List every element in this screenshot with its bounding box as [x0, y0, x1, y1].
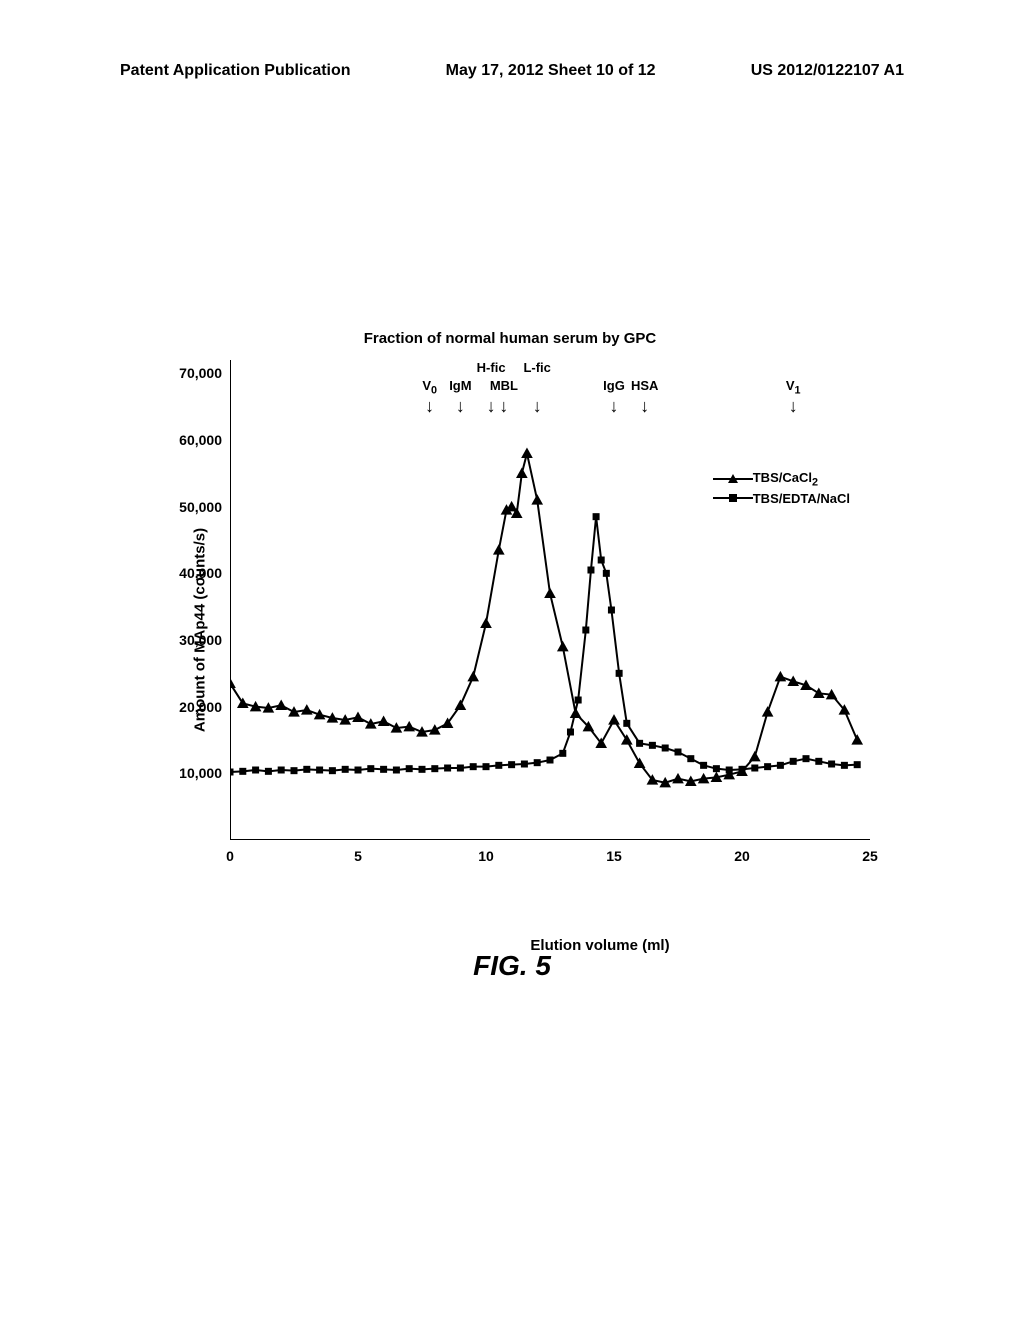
square-icon [713, 492, 753, 504]
y-tick-label: 70,000 [162, 365, 222, 381]
triangle-icon [713, 473, 753, 485]
plot-area: 10,00020,00030,00040,00050,00060,00070,0… [230, 360, 870, 840]
down-arrow-icon: ↓ [610, 396, 619, 417]
figure-label: FIG. 5 [0, 950, 1024, 982]
x-tick-label: 10 [478, 848, 494, 864]
plot-svg [230, 360, 870, 840]
x-tick-label: 25 [862, 848, 878, 864]
legend-row: TBS/CaCl2 [713, 470, 850, 489]
legend-label-1: TBS/CaCl2 [753, 470, 818, 489]
page-header: Patent Application Publication May 17, 2… [0, 62, 1024, 80]
down-arrow-icon: ↓ [640, 396, 649, 417]
down-arrow-icon: ↓ [789, 396, 798, 417]
x-tick-label: 5 [354, 848, 362, 864]
chart-annotation: IgM [449, 378, 471, 393]
down-arrow-icon: ↓ [425, 396, 434, 417]
y-tick-label: 50,000 [162, 499, 222, 515]
down-arrow-icon: ↓ [487, 396, 496, 417]
chart-annotation: L-fic [523, 360, 550, 375]
x-tick-label: 0 [226, 848, 234, 864]
down-arrow-icon: ↓ [533, 396, 542, 417]
chart-annotation: V1 [786, 378, 801, 397]
chart-title: Fraction of normal human serum by GPC [150, 330, 870, 347]
y-tick-label: 20,000 [162, 699, 222, 715]
header-right: US 2012/0122107 A1 [751, 62, 904, 80]
x-tick-label: 20 [734, 848, 750, 864]
y-tick-label: 40,000 [162, 565, 222, 581]
y-tick-label: 30,000 [162, 632, 222, 648]
legend-label-2: TBS/EDTA/NaCl [753, 491, 850, 506]
header-left: Patent Application Publication [120, 62, 351, 80]
down-arrow-icon: ↓ [499, 396, 508, 417]
y-tick-label: 10,000 [162, 765, 222, 781]
chart-annotation: V0 [422, 378, 437, 397]
legend: TBS/CaCl2 TBS/EDTA/NaCl [713, 470, 850, 508]
chart-annotation: MBL [490, 378, 518, 393]
chart-annotation: H-fic [477, 360, 506, 375]
header-center: May 17, 2012 Sheet 10 of 12 [446, 62, 656, 80]
chart-annotation: HSA [631, 378, 658, 393]
down-arrow-icon: ↓ [456, 396, 465, 417]
chart-annotation: IgG [603, 378, 625, 393]
legend-row: TBS/EDTA/NaCl [713, 491, 850, 506]
chart-container: Fraction of normal human serum by GPC Am… [150, 360, 870, 900]
x-tick-label: 15 [606, 848, 622, 864]
y-tick-label: 60,000 [162, 432, 222, 448]
